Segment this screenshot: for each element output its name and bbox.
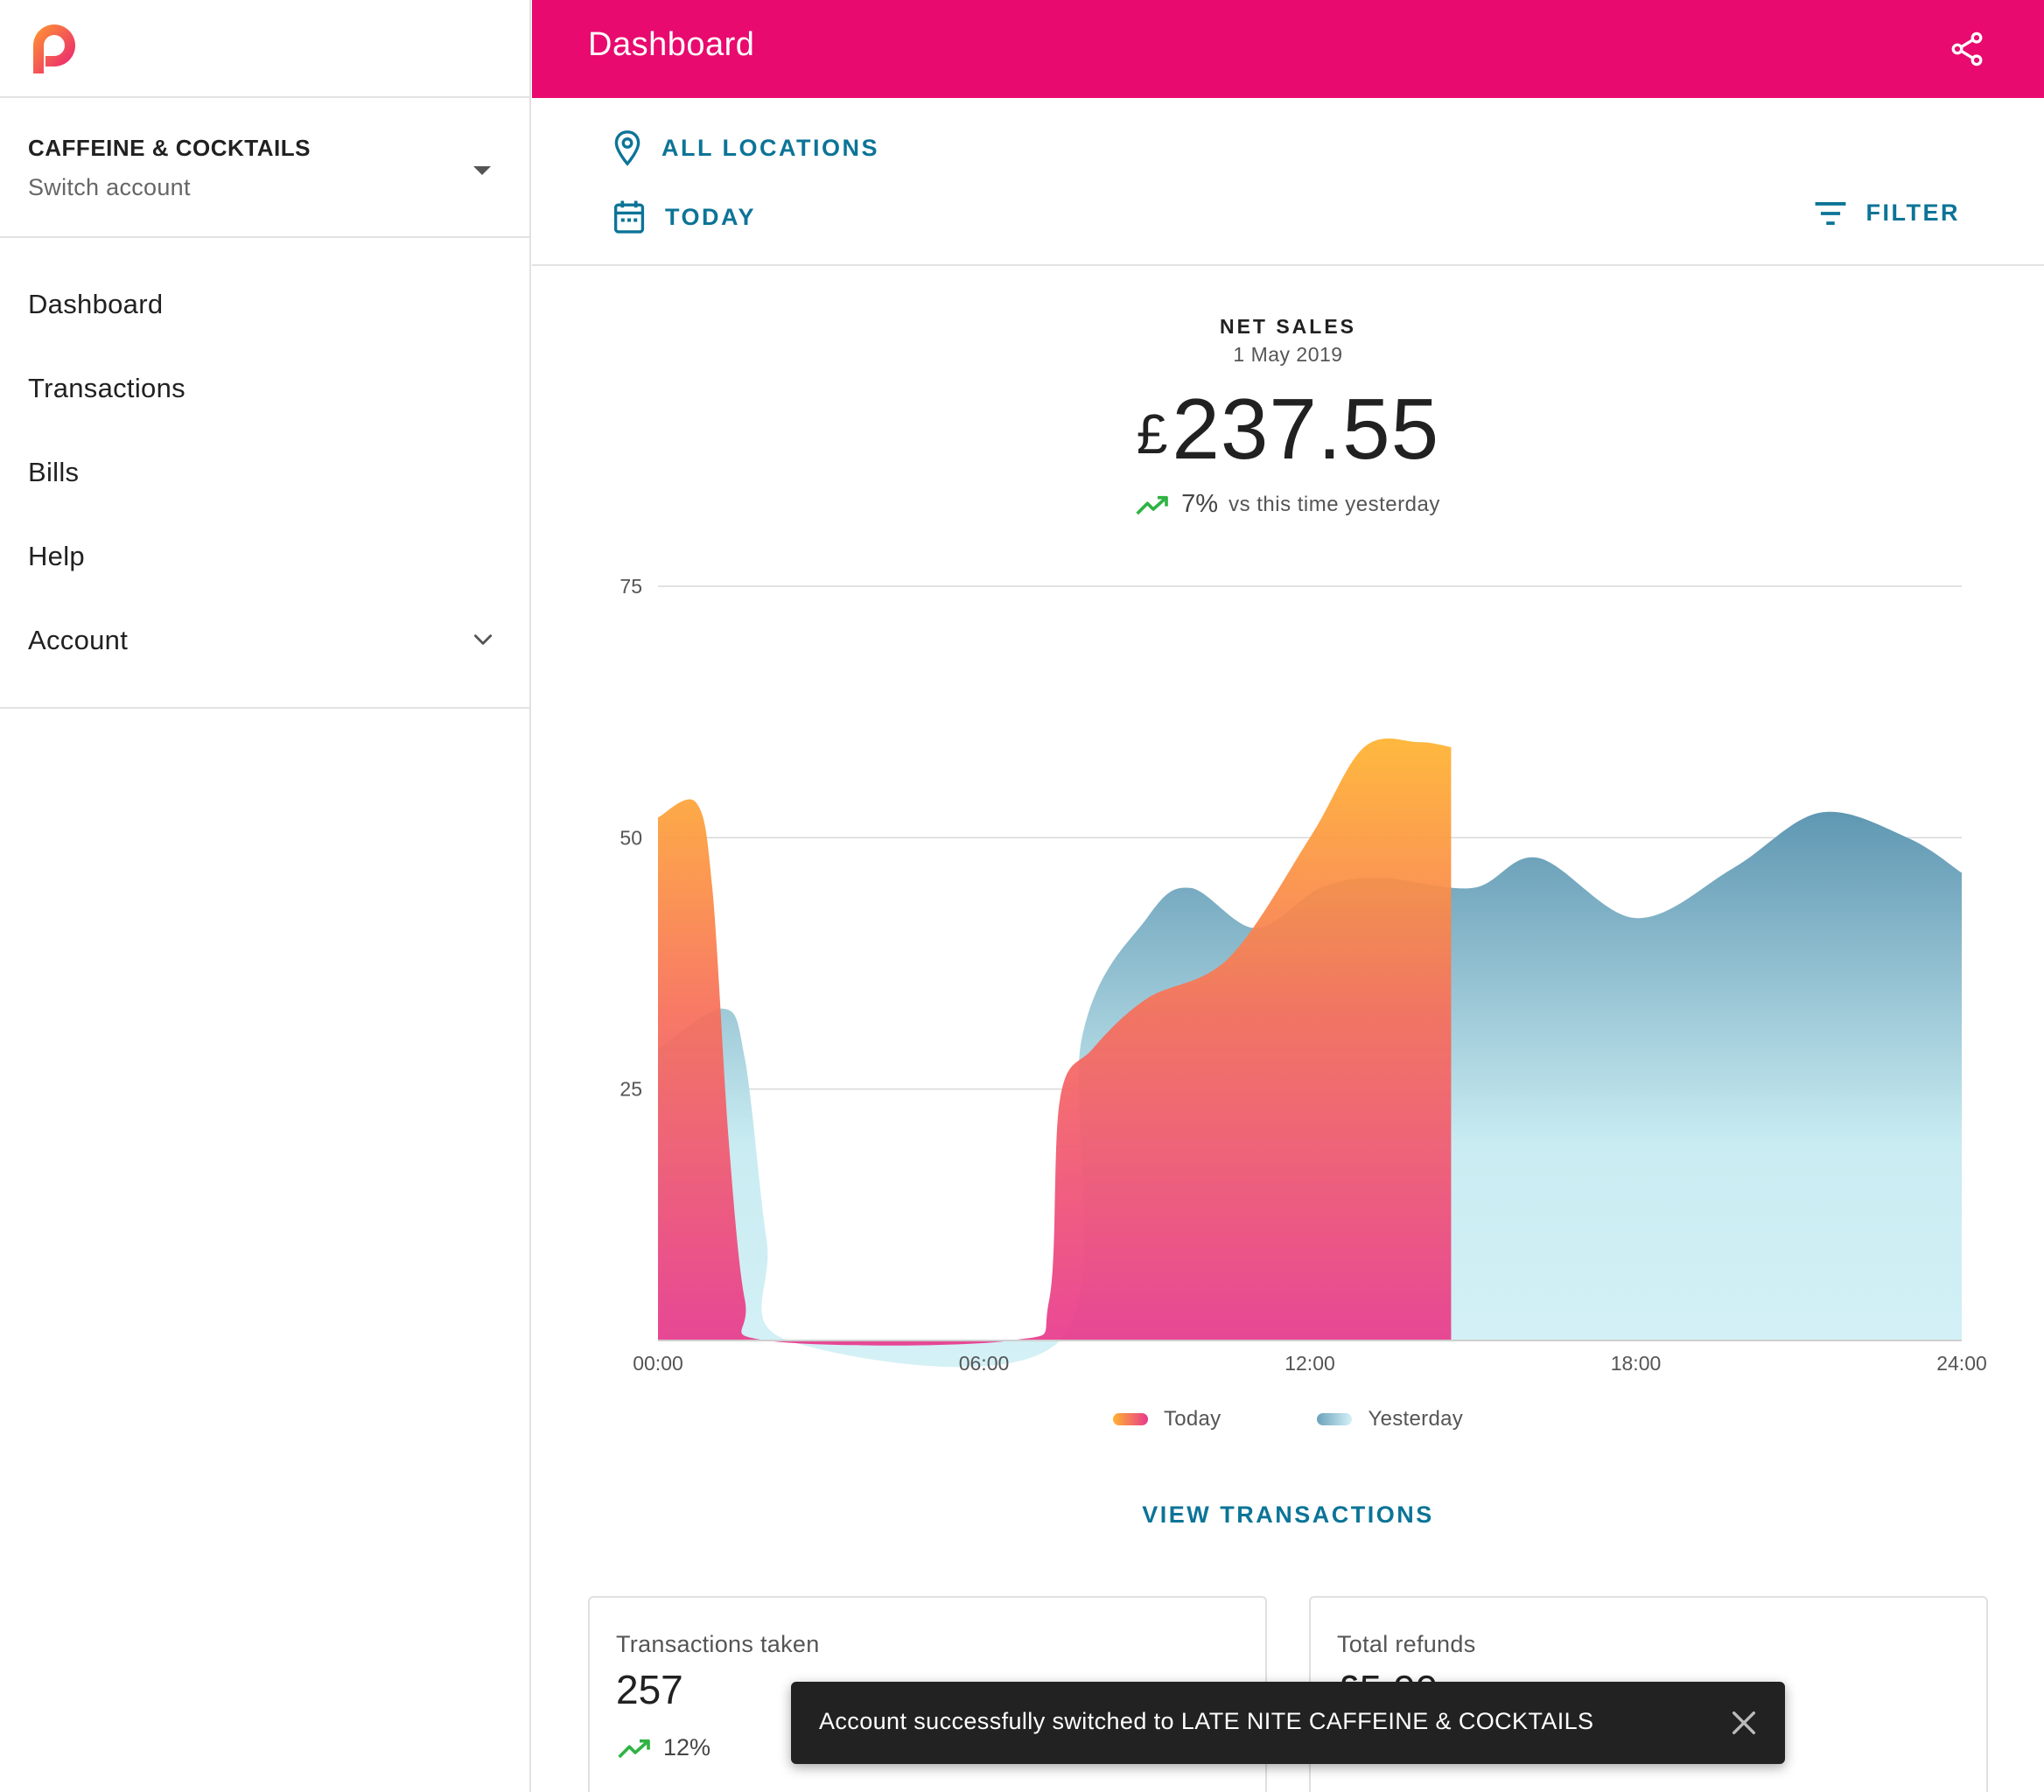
sidebar-item-account[interactable]: Account [0, 598, 529, 682]
view-transactions-link[interactable]: VIEW TRANSACTIONS [1142, 1502, 1434, 1528]
location-selector[interactable]: ALL LOCATIONS [612, 130, 879, 166]
location-pin-icon [614, 130, 640, 166]
legend-item-yesterday[interactable]: Yesterday [1317, 1407, 1463, 1432]
legend-swatch-yesterday [1317, 1413, 1353, 1425]
card-title: Total refunds [1337, 1631, 1476, 1657]
sidebar-item-label: Help [28, 541, 85, 571]
net-sales-chart: 25 50 75 00:00 06:00 12:00 18:00 24:00 Today Ye… [532, 560, 2044, 1452]
x-tick-label: 00:00 [633, 1352, 683, 1375]
net-sales-date: 1 May 2019 [1233, 343, 1343, 366]
net-sales-title: NET SALES [1219, 315, 1357, 338]
series-area-today[interactable] [658, 738, 1452, 1346]
brand-logo-icon[interactable] [26, 19, 84, 77]
filter-icon [1815, 201, 1845, 225]
x-tick-label: 24:00 [1936, 1352, 1987, 1375]
snackbar: Account successfully switched to LATE NI… [791, 1682, 1785, 1764]
card-value: 257 [616, 1667, 683, 1712]
close-icon[interactable] [1729, 1708, 1759, 1738]
switch-account-label: Switch account [28, 174, 191, 200]
sidebar: CAFFEINE & COCKTAILS Switch account Dash… [0, 0, 531, 1792]
amount-value: 237.55 [1172, 381, 1440, 477]
chart-legend: Today Yesterday [532, 1407, 2044, 1432]
y-tick-label: 75 [620, 575, 642, 598]
top-app-bar: Dashboard [532, 0, 2044, 98]
net-sales-change: 7% vs this time yesterday [532, 490, 2044, 519]
sidebar-item-transactions[interactable]: Transactions [0, 346, 529, 430]
legend-label: Today [1163, 1407, 1222, 1431]
snackbar-message: Account successfully switched to LATE NI… [819, 1708, 1594, 1734]
dropdown-caret-icon[interactable] [473, 166, 491, 175]
trending-up-icon [1136, 495, 1168, 514]
sidebar-item-help[interactable]: Help [0, 514, 529, 598]
share-icon[interactable] [1948, 30, 1986, 68]
account-name: CAFFEINE & COCKTAILS [28, 135, 311, 161]
sidebar-item-label: Bills [28, 457, 80, 487]
logo-bar [0, 0, 529, 98]
net-sales-amount: £237.55 [532, 380, 2044, 479]
x-tick-label: 06:00 [959, 1352, 1010, 1375]
trending-up-icon [618, 1739, 650, 1758]
legend-label: Yesterday [1368, 1407, 1464, 1431]
x-tick-label: 12:00 [1284, 1352, 1335, 1375]
card-title: Transactions taken [616, 1631, 820, 1657]
card-change: 12% [618, 1734, 710, 1761]
chart-canvas: 25 50 75 00:00 06:00 12:00 18:00 24:00 [620, 575, 1987, 1375]
account-switcher[interactable]: CAFFEINE & COCKTAILS Switch account [0, 98, 529, 238]
y-tick-label: 50 [620, 826, 642, 849]
chevron-down-icon[interactable] [472, 628, 494, 651]
sidebar-item-label: Transactions [28, 373, 186, 403]
location-label: ALL LOCATIONS [662, 134, 879, 161]
sidebar-nav: Dashboard Transactions Bills Help Accoun… [0, 238, 529, 709]
change-percent: 7% [1181, 490, 1219, 518]
sidebar-item-dashboard[interactable]: Dashboard [0, 262, 529, 346]
y-tick-label: 25 [620, 1078, 642, 1101]
calendar-icon [613, 200, 645, 234]
page-title: Dashboard [588, 26, 755, 63]
sidebar-item-label: Dashboard [28, 289, 164, 319]
filter-bar: ALL LOCATIONS TODAY FILTER [532, 98, 2044, 266]
sidebar-item-bills[interactable]: Bills [0, 430, 529, 514]
date-selector[interactable]: TODAY [612, 200, 756, 234]
currency-symbol: £ [1136, 402, 1169, 466]
card-change-percent: 12% [663, 1734, 711, 1760]
filter-button[interactable]: FILTER [1814, 200, 1960, 227]
change-comparison: vs this time yesterday [1228, 492, 1440, 516]
filter-label: FILTER [1866, 200, 1960, 226]
legend-item-today[interactable]: Today [1112, 1407, 1222, 1432]
x-tick-label: 18:00 [1611, 1352, 1662, 1375]
legend-swatch-today [1112, 1413, 1148, 1425]
sidebar-item-label: Account [28, 625, 129, 655]
date-label: TODAY [665, 203, 757, 230]
